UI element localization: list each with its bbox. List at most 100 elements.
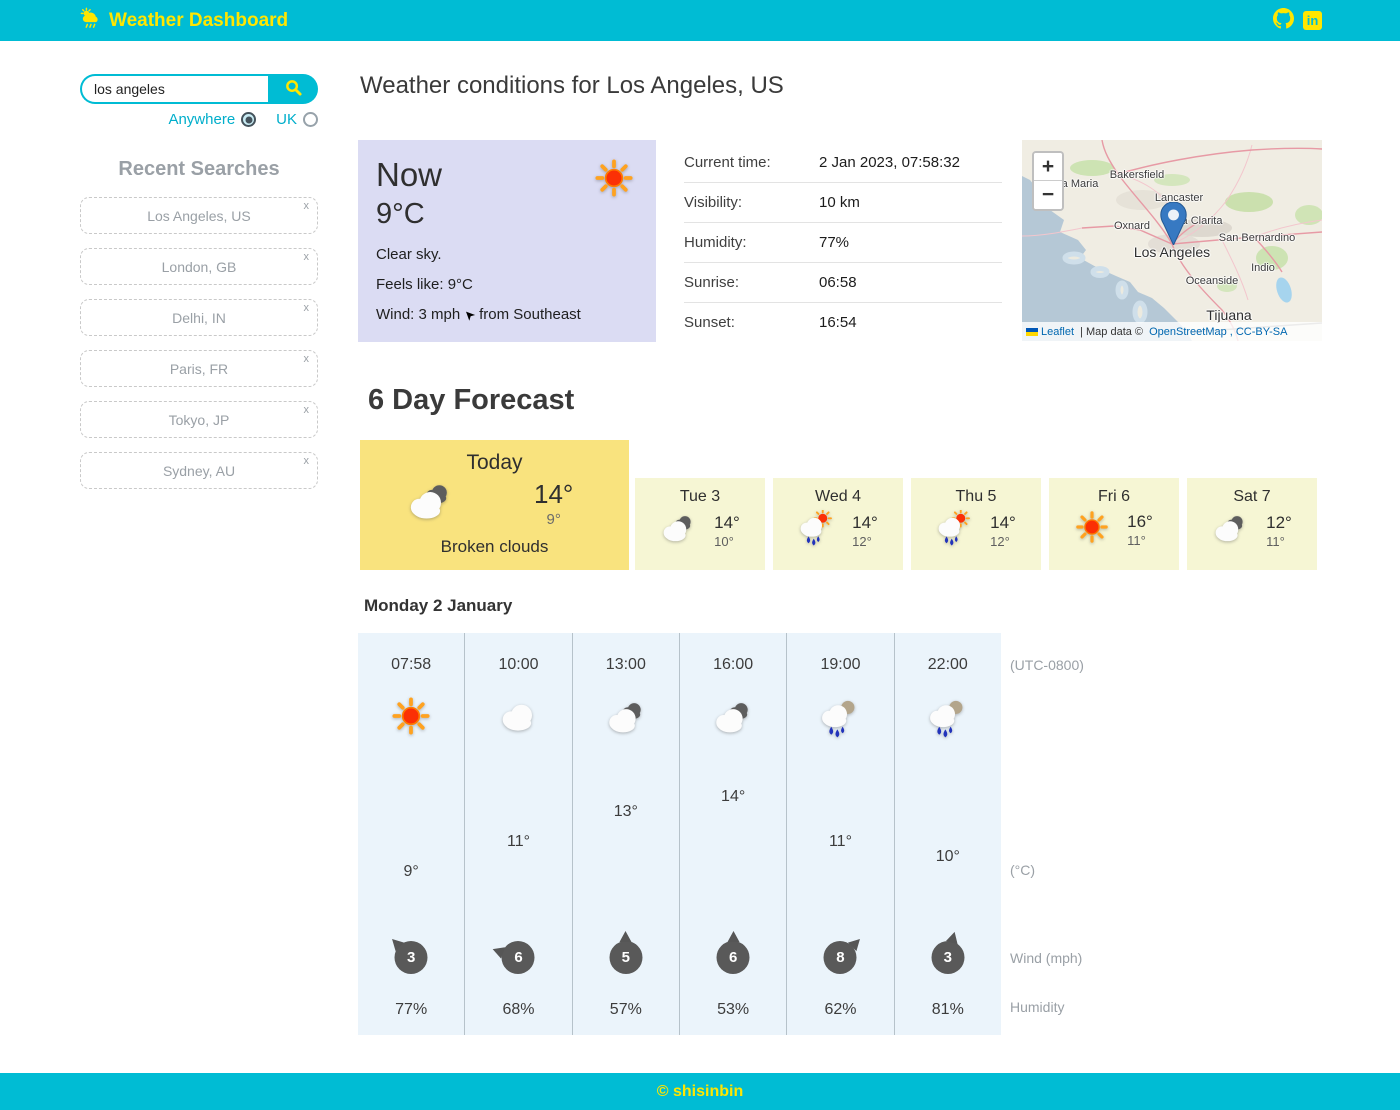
forecast-card[interactable]: Tue 3 14° 10°	[635, 478, 765, 570]
recent-item-label: London, GB	[161, 258, 237, 275]
sun-rain-cloud-icon	[80, 7, 102, 35]
scope-option-anywhere[interactable]: Anywhere	[168, 111, 257, 128]
recent-item-label: Los Angeles, US	[147, 207, 251, 224]
map-attribution: Leaflet | Map data © OpenStreetMap , CC-…	[1022, 322, 1322, 341]
hour-humidity: 81%	[931, 1001, 964, 1018]
zoom-in-button[interactable]: +	[1034, 153, 1062, 181]
remove-recent-button[interactable]: x	[303, 200, 310, 212]
scope-option-uk[interactable]: UK	[276, 111, 318, 128]
hour-time: 10:00	[498, 656, 539, 673]
recent-search-item[interactable]: Paris, FR x	[80, 350, 318, 387]
remove-recent-button[interactable]: x	[303, 353, 310, 365]
wind-prefix: Wind: 3 mph	[376, 306, 461, 324]
rain-day-icon	[798, 510, 834, 551]
wind-indicator: 8	[823, 934, 865, 974]
forecast-low-temp: 12°	[990, 533, 1010, 549]
recent-search-item[interactable]: Los Angeles, US x	[80, 197, 318, 234]
forecast-low-temp: 11°	[1266, 533, 1285, 549]
hour-time: 07:58	[391, 656, 432, 673]
wind-speed: 6	[501, 941, 535, 974]
recent-search-item[interactable]: Sydney, AU x	[80, 452, 318, 489]
current-conditions-panel: Now 9°C Clear sky. Feels like: 9°C Wind:…	[358, 140, 656, 342]
map-marker-pin[interactable]	[1160, 201, 1187, 250]
forecast-day-label: Wed 4	[815, 488, 861, 505]
broken-clouds-icon	[1212, 510, 1248, 551]
radio-anywhere[interactable]	[241, 112, 257, 127]
search-button[interactable]	[268, 74, 318, 104]
recent-search-item[interactable]: London, GB x	[80, 248, 318, 285]
clear-sky-icon	[391, 696, 431, 741]
wind-speed: 8	[823, 941, 857, 974]
remove-recent-button[interactable]: x	[303, 404, 310, 416]
recent-item-label: Paris, FR	[169, 360, 229, 377]
recent-searches-list: Los Angeles, US x London, GB x Delhi, IN…	[80, 197, 318, 489]
hourly-column: 16:00 14° 6 53%	[678, 633, 786, 1035]
feels-like: Feels like: 9°C	[376, 276, 473, 294]
hour-humidity: 68%	[502, 1001, 535, 1018]
now-heading: Now	[376, 156, 443, 193]
detail-value: 06:58	[819, 274, 857, 291]
search-input[interactable]	[80, 74, 268, 104]
broken-clouds-icon	[605, 696, 647, 743]
forecast-card-today[interactable]: Today 14° 9° Broken clouds	[360, 440, 629, 570]
forecast-high-temp: 14°	[990, 512, 1016, 532]
hour-humidity: 57%	[609, 1001, 642, 1018]
wind-direction-arrow-icon	[619, 930, 632, 942]
wind-unit-label: Wind (mph)	[1010, 950, 1083, 966]
recent-search-item[interactable]: Tokyo, JP x	[80, 401, 318, 438]
detail-label: Sunrise:	[684, 274, 740, 291]
ukraine-flag-icon	[1026, 327, 1038, 336]
wind-direction-arrow-icon	[460, 306, 479, 325]
forecast-low-temp: 12°	[852, 533, 872, 549]
forecast-day-label: Fri 6	[1098, 488, 1130, 505]
recent-search-item[interactable]: Delhi, IN x	[80, 299, 318, 336]
forecast-high-temp: 12°	[1266, 512, 1292, 532]
detail-label: Current time:	[684, 153, 771, 171]
detail-label: Visibility:	[684, 194, 743, 211]
radio-uk[interactable]	[303, 112, 318, 127]
remove-recent-button[interactable]: x	[303, 455, 310, 467]
wind-indicator: 5	[609, 930, 643, 974]
rain-night-icon	[819, 696, 861, 743]
wind-speed: 5	[609, 941, 643, 974]
openstreetmap-link[interactable]: OpenStreetMap	[1149, 325, 1227, 338]
forecast-card[interactable]: Wed 4 14° 12°	[773, 478, 903, 570]
hourly-column: 19:00 11° 8 62%	[786, 633, 893, 1035]
map-zoom-control: + −	[1032, 151, 1064, 211]
location-map[interactable]: Bakersfield Lancaster a Maria Oxnard a C…	[1022, 140, 1322, 341]
remove-recent-button[interactable]: x	[303, 251, 310, 263]
license-link[interactable]: , CC-BY-SA	[1229, 325, 1288, 338]
linkedin-icon[interactable]: in	[1303, 11, 1322, 30]
forecast-card[interactable]: Thu 5 14° 12°	[911, 478, 1041, 570]
detail-label: Sunset:	[684, 314, 735, 331]
timezone-label: (UTC-0800)	[1010, 657, 1084, 673]
detail-row: Current time: 2 Jan 2023, 07:58:32	[684, 142, 1002, 182]
forecast-card[interactable]: Sat 7 12° 11°	[1187, 478, 1317, 570]
hourly-column: 07:58 9° 3 77%	[358, 633, 464, 1035]
hour-time: 22:00	[927, 656, 968, 673]
hourly-heading: Monday 2 January	[364, 596, 513, 615]
broken-clouds-icon	[712, 696, 754, 743]
detail-value: 2 Jan 2023, 07:58:32	[819, 153, 960, 171]
zoom-out-button[interactable]: −	[1034, 181, 1062, 209]
forecast-day-label: Today	[466, 451, 523, 474]
github-icon[interactable]	[1273, 7, 1294, 34]
humidity-label: Humidity	[1010, 999, 1065, 1015]
leaflet-link[interactable]: Leaflet	[1041, 325, 1075, 338]
remove-recent-button[interactable]: x	[303, 302, 310, 314]
rain-day-icon	[936, 510, 972, 551]
copyright-text: © shisinbin	[656, 1082, 744, 1100]
forecast-high-temp: 14°	[852, 512, 878, 532]
forecast-card[interactable]: Fri 6 16° 11°	[1049, 478, 1179, 570]
hour-temp: 14°	[721, 788, 746, 805]
detail-row: Sunrise: 06:58	[684, 262, 1002, 302]
recent-item-label: Delhi, IN	[172, 309, 226, 326]
broken-clouds-icon	[406, 477, 454, 530]
wind-suffix: from Southeast	[479, 306, 581, 324]
hour-humidity: 77%	[395, 1001, 428, 1018]
app-title: Weather Dashboard	[109, 9, 289, 31]
detail-row: Sunset: 16:54	[684, 302, 1002, 342]
search-scope: Anywhere UK	[80, 111, 318, 128]
hour-time: 13:00	[605, 656, 646, 673]
